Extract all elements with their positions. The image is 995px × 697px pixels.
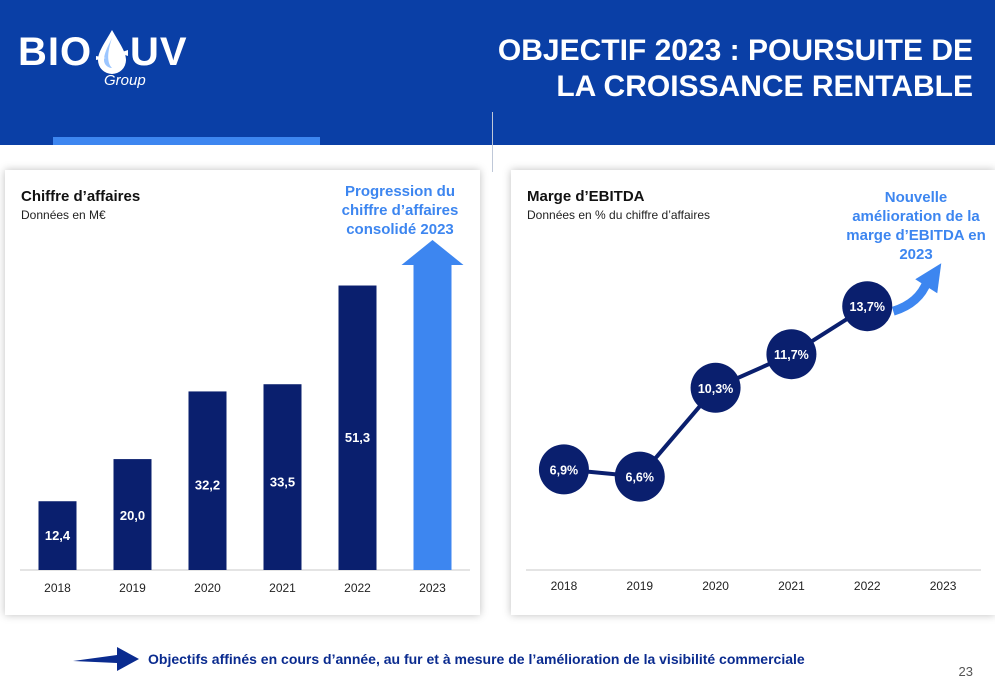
x-tick-label: 2023: [930, 579, 957, 593]
ebitda-panel: Marge d’EBITDA Données en % du chiffre d…: [511, 170, 995, 615]
point-label-2019: 6,6%: [626, 471, 655, 485]
logo-text-right: UV: [130, 30, 188, 75]
x-tick-label: 2020: [194, 581, 221, 595]
x-tick-label: 2019: [119, 581, 146, 595]
bar-label-2021: 33,5: [270, 474, 295, 489]
growth-arrow-2023: [402, 240, 464, 570]
ebitda-line-chart: 2018 2019 2020 2021 2022 2023 6,9% 6,6% 10,3% 11,…: [511, 170, 995, 615]
point-label-2018: 6,9%: [550, 463, 579, 477]
logo-subtitle: Group: [104, 72, 146, 89]
bar-label-2022: 51,3: [345, 430, 370, 445]
slide-title: OBJECTIF 2023 : POURSUITE DE LA CROISSAN…: [453, 33, 973, 105]
x-tick-label: 2022: [344, 581, 371, 595]
x-tick-label: 2018: [551, 579, 578, 593]
x-tick-label: 2021: [269, 581, 296, 595]
revenue-bar-chart: 2018 12,4 2019 20,0 2020 32,2 2021 33,5 2022 51,3…: [5, 170, 480, 615]
divider: [492, 112, 493, 172]
footer-note: Objectifs affinés en cours d’année, au f…: [148, 651, 805, 667]
x-tick-label: 2022: [854, 579, 881, 593]
bar-2022: [339, 286, 377, 570]
water-drop-icon: [92, 28, 132, 76]
page-number: 23: [959, 664, 973, 679]
revenue-panel: Chiffre d’affaires Données en M€ Progres…: [5, 170, 480, 615]
company-logo: BIO UV Group: [18, 30, 198, 100]
x-tick-label: 2020: [702, 579, 729, 593]
bar-label-2018: 12,4: [45, 528, 71, 543]
accent-bar: [53, 137, 320, 145]
point-label-2020: 10,3%: [698, 382, 733, 396]
logo-text-left: BIO: [18, 30, 92, 75]
point-label-2021: 11,7%: [774, 348, 809, 362]
x-tick-label: 2023: [419, 581, 446, 595]
bar-label-2020: 32,2: [195, 478, 220, 493]
bar-label-2019: 20,0: [120, 508, 145, 523]
x-tick-label: 2019: [626, 579, 653, 593]
x-tick-label: 2018: [44, 581, 71, 595]
improvement-arrow-shaft: [893, 281, 927, 311]
arrow-right-icon: [73, 645, 141, 673]
point-label-2022: 13,7%: [850, 300, 885, 314]
x-tick-label: 2021: [778, 579, 805, 593]
